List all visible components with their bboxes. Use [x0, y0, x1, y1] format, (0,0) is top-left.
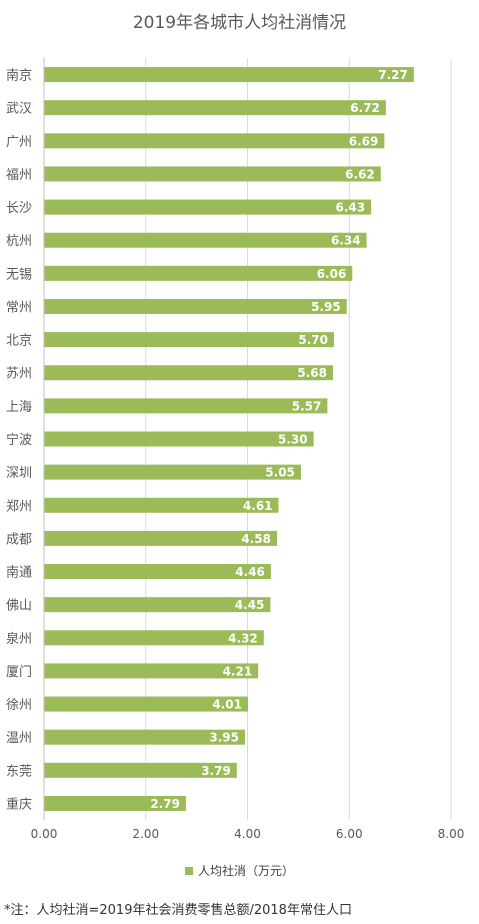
legend: 人均社消（万元） — [0, 862, 479, 879]
bar — [44, 166, 381, 182]
bar — [44, 431, 314, 447]
category-label: 福州 — [6, 168, 32, 183]
bar — [44, 265, 353, 281]
bar — [44, 332, 334, 348]
footnote: *注：人均社消=2019年社会消费零售总额/2018年常住人口 — [4, 903, 352, 918]
data-label: 6.62 — [345, 167, 375, 181]
category-label: 重庆 — [6, 796, 32, 812]
category-label: 泉州 — [6, 631, 32, 647]
bar — [44, 398, 328, 414]
data-label: 6.72 — [350, 101, 380, 115]
data-label: 6.06 — [317, 267, 347, 281]
data-label: 4.46 — [235, 565, 265, 579]
data-label: 6.69 — [349, 134, 379, 148]
x-tick-label: 0.00 — [31, 827, 58, 841]
category-label: 佛山 — [6, 599, 32, 614]
data-label: 4.61 — [243, 499, 273, 513]
chart-title: 2019年各城市人均社消情况 — [132, 13, 347, 33]
bar — [44, 199, 372, 215]
bar — [44, 497, 279, 513]
data-label: 5.57 — [292, 399, 322, 413]
legend-label: 人均社消（万元） — [197, 864, 294, 878]
bar — [44, 597, 271, 613]
bar — [44, 630, 264, 646]
category-label: 成都 — [6, 532, 32, 547]
category-label: 常州 — [6, 300, 32, 315]
data-label: 4.45 — [235, 598, 265, 612]
category-label: 厦门 — [6, 665, 32, 680]
data-label: 5.05 — [265, 466, 295, 480]
bar — [44, 729, 245, 745]
bar — [44, 564, 271, 580]
data-label: 6.34 — [331, 234, 361, 248]
bar — [44, 530, 278, 546]
x-tick-label: 4.00 — [234, 827, 261, 841]
bar — [44, 100, 386, 116]
bar — [44, 365, 333, 381]
category-label: 苏州 — [6, 366, 32, 382]
x-tick-label: 8.00 — [438, 827, 465, 841]
data-label: 3.95 — [209, 731, 239, 745]
x-tick-label: 2.00 — [132, 827, 159, 841]
category-label: 北京 — [6, 334, 32, 349]
bar — [44, 464, 301, 480]
category-label: 东莞 — [6, 764, 32, 779]
category-label: 无锡 — [6, 267, 32, 282]
bar — [44, 696, 249, 712]
data-label: 5.68 — [297, 366, 327, 380]
category-label: 杭州 — [6, 234, 32, 249]
bar — [44, 795, 186, 811]
data-label: 5.70 — [298, 333, 328, 347]
bar — [44, 133, 385, 149]
legend-swatch — [184, 866, 193, 875]
category-label: 上海 — [6, 400, 32, 415]
bar — [44, 67, 414, 83]
data-label: 4.01 — [212, 698, 242, 712]
category-label: 武汉 — [6, 102, 32, 117]
category-label: 温州 — [6, 731, 32, 746]
data-label: 4.21 — [223, 664, 253, 678]
x-tick-label: 6.00 — [336, 827, 363, 841]
bar — [44, 298, 347, 314]
category-label: 长沙 — [6, 201, 32, 216]
category-label: 南通 — [6, 565, 32, 581]
data-label: 4.32 — [228, 631, 258, 645]
category-label: 广州 — [6, 135, 32, 150]
bar — [44, 232, 367, 248]
bar — [44, 762, 237, 778]
data-label: 7.27 — [378, 68, 408, 82]
data-label: 2.79 — [150, 797, 180, 811]
data-label: 6.43 — [336, 201, 366, 215]
category-label: 宁波 — [6, 432, 32, 448]
bar-chart: 0.00 2.00 4.00 6.00 8.00 南京 7.27 武汉 6.72 广州 6.69 福州… — [6, 58, 465, 841]
category-label: 郑州 — [6, 499, 32, 514]
data-label: 3.79 — [201, 764, 231, 778]
category-label: 南京 — [6, 68, 32, 84]
category-label: 徐州 — [6, 698, 32, 713]
bar — [44, 663, 259, 679]
category-label: 深圳 — [6, 466, 32, 481]
data-label: 4.58 — [241, 532, 271, 546]
data-label: 5.95 — [311, 300, 341, 314]
data-label: 5.30 — [278, 433, 308, 447]
